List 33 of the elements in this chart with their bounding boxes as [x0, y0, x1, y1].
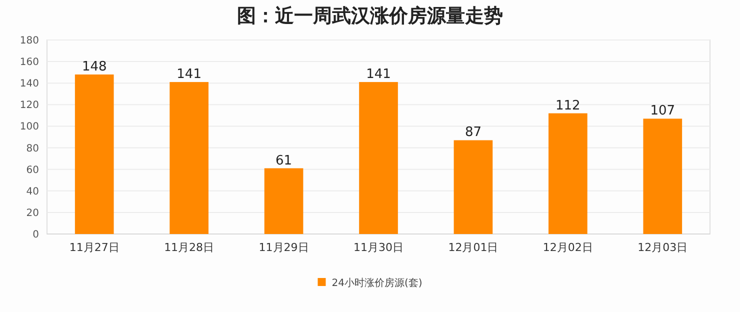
y-tick-label: 20	[26, 208, 39, 219]
y-tick-label: 80	[26, 143, 39, 154]
data-label: 112	[556, 98, 580, 114]
y-tick-label: 180	[20, 36, 39, 46]
bar	[359, 82, 398, 234]
data-label: 141	[366, 67, 391, 82]
y-tick-label: 120	[20, 100, 39, 112]
bar	[170, 82, 208, 234]
data-label: 61	[276, 153, 292, 168]
bar	[74, 74, 114, 234]
x-tick-label: 12月02日	[542, 241, 593, 254]
x-tick-label: 11月27日	[69, 241, 120, 254]
y-tick-label: 40	[26, 186, 39, 198]
y-tick-label: 140	[20, 78, 39, 90]
bar	[454, 140, 493, 234]
data-label: 148	[82, 59, 107, 74]
data-label: 141	[176, 67, 202, 82]
legend-label: 24小时涨价房源(套)	[332, 277, 422, 289]
chart-title: 图：近一周武汉涨价房源量走势	[237, 5, 503, 27]
x-tick-label: 11月30日	[354, 241, 404, 254]
x-tick-label: 11月28日	[164, 241, 214, 254]
data-label: 87	[464, 125, 482, 140]
y-tick-label: 0	[32, 230, 39, 240]
y-tick-label: 60	[26, 164, 39, 176]
y-tick-label: 100	[20, 122, 39, 133]
x-tick-label: 11月29日	[258, 241, 309, 254]
bar	[643, 118, 682, 234]
y-tick-label: 160	[20, 57, 39, 68]
data-label: 107	[650, 104, 676, 119]
bar	[264, 168, 304, 234]
x-tick-label: 12月03日	[638, 241, 688, 254]
bar	[548, 113, 588, 234]
x-tick-label: 12月01日	[448, 241, 498, 254]
